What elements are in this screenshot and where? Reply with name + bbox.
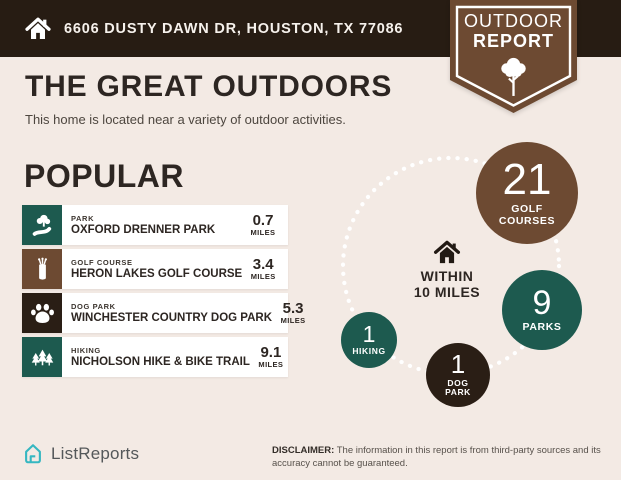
park-icon [22, 205, 62, 245]
category-label: GOLF COURSE [71, 258, 133, 267]
distance: 5.3 MILES [272, 293, 318, 333]
distance-unit: MILES [258, 360, 284, 369]
badge-ribbon-shape [450, 0, 577, 113]
radius-value-label: 10 MILES [413, 284, 481, 300]
listreports-logo: ListReports [22, 442, 139, 466]
page-subtitle: This home is located near a variety of o… [25, 112, 346, 127]
brand-name: ListReports [51, 444, 140, 463]
bubble-label: HIKING [352, 345, 386, 356]
bubble-label: GOLF COURSES [498, 203, 556, 228]
tree-icon [501, 57, 526, 96]
list-item-golf-course: GOLF COURSE HERON LAKES GOLF COURSE 3.4 … [22, 249, 288, 289]
list-item-park: PARK OXFORD DRENNER PARK 0.7 MILES [22, 205, 288, 245]
distance-value: 3.4 [252, 256, 274, 273]
bubble-dog-park: 1 DOG PARK [426, 343, 490, 407]
property-address: 6606 DUSTY DAWN DR, HOUSTON, TX 77086 [64, 20, 404, 37]
category-label: PARK [71, 214, 95, 223]
bubble-label: PARKS [522, 321, 562, 334]
dotted-radius-ring [340, 155, 562, 377]
category-label: HIKING [71, 346, 101, 355]
page-title: THE GREAT OUTDOORS [25, 70, 393, 103]
distance-value: 5.3 [282, 300, 304, 317]
disclaimer: DISCLAIMER: The information in this repo… [272, 444, 617, 471]
home-location-icon [434, 240, 460, 264]
list-item-dog-park: DOG PARK WINCHESTER COUNTRY DOG PARK 5.3… [22, 293, 305, 333]
radius-center-label: WITHIN 10 MILES [397, 268, 497, 300]
badge-title-line2: REPORT [472, 31, 554, 51]
distance-value: 9.1 [260, 344, 282, 361]
bubble-count: 21 [502, 154, 552, 204]
list-item-hiking: HIKING NICHOLSON HIKE & BIKE TRAIL 9.1 M… [22, 337, 288, 377]
golf-bag-icon [22, 249, 62, 289]
bubble-hiking: 1 HIKING [341, 312, 397, 368]
place-name: OXFORD DRENNER PARK [71, 224, 216, 236]
distance: 9.1 MILES [250, 337, 296, 377]
disclaimer-label: DISCLAIMER: [272, 445, 335, 456]
bubble-count: 9 [532, 283, 552, 322]
distance: 0.7 MILES [242, 205, 288, 245]
distance: 3.4 MILES [242, 249, 288, 289]
paw-icon [22, 293, 62, 333]
bubble-parks: 9 PARKS [502, 270, 582, 350]
distance-unit: MILES [250, 228, 276, 237]
bubble-label: DOG PARK [445, 377, 471, 398]
distance-unit: MILES [280, 316, 306, 325]
pine-trees-icon [22, 337, 62, 377]
place-name: NICHOLSON HIKE & BIKE TRAIL [71, 356, 250, 368]
list-item-text: GOLF COURSE HERON LAKES GOLF COURSE [62, 249, 242, 289]
bubble-count: 1 [362, 320, 376, 347]
distance-value: 0.7 [252, 212, 274, 229]
list-item-text: PARK OXFORD DRENNER PARK [62, 205, 242, 245]
listreports-house-icon [25, 444, 41, 464]
distance-unit: MILES [250, 272, 276, 281]
popular-list: PARK OXFORD DRENNER PARK 0.7 MILES [22, 205, 305, 377]
category-label: DOG PARK [71, 302, 116, 311]
home-icon [25, 17, 51, 39]
list-item-text: DOG PARK WINCHESTER COUNTRY DOG PARK [62, 293, 272, 333]
disclaimer-text: The information in this report is from t… [272, 445, 601, 470]
within-label: WITHIN [420, 268, 474, 284]
bubble-count: 1 [450, 348, 466, 379]
bubble-golf-courses: 21 GOLF COURSES [476, 142, 578, 244]
place-name: HERON LAKES GOLF COURSE [71, 268, 243, 280]
place-name: WINCHESTER COUNTRY DOG PARK [71, 312, 273, 324]
list-item-text: HIKING NICHOLSON HIKE & BIKE TRAIL [62, 337, 250, 377]
popular-heading: POPULAR [24, 158, 184, 194]
outdoor-report-badge: OUTDOOR REPORT [450, 0, 577, 116]
badge-title-line1: OUTDOOR [464, 11, 563, 31]
